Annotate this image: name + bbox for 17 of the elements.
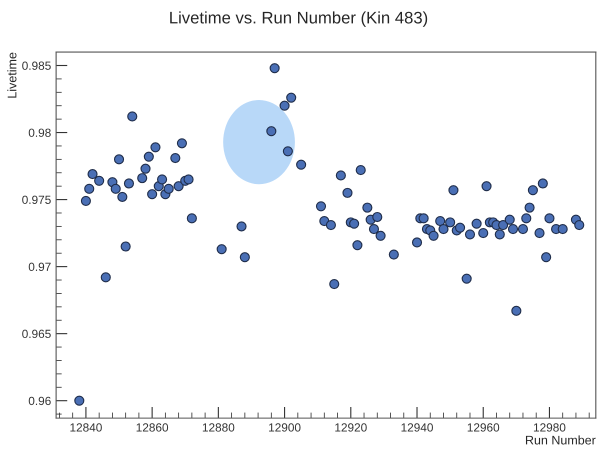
- x-tick-label: 12980: [534, 423, 566, 432]
- y-tick-label: 0.97: [28, 262, 51, 272]
- x-tick-label: 12840: [70, 423, 102, 432]
- x-tick-label: 12880: [202, 423, 234, 432]
- y-axis-title: Livetime: [7, 52, 16, 98]
- y-tick-label: 0.965: [22, 330, 51, 338]
- x-tick-label: 12940: [402, 423, 433, 432]
- x-tick-label: 12900: [269, 423, 301, 432]
- y-tick-label: 0.985: [22, 62, 51, 70]
- x-tick-label: 12960: [468, 423, 500, 432]
- x-tick-label: 12920: [335, 423, 367, 432]
- x-axis-title: Run Number: [526, 435, 596, 445]
- y-tick-label: 0.98: [28, 128, 51, 137]
- y-tick-label: 0.975: [22, 196, 51, 204]
- x-tick-label: 12860: [136, 423, 168, 432]
- chart-title: Livetime vs. Run Number (Kin 483): [170, 11, 428, 27]
- y-tick-label: 0.96: [28, 396, 51, 406]
